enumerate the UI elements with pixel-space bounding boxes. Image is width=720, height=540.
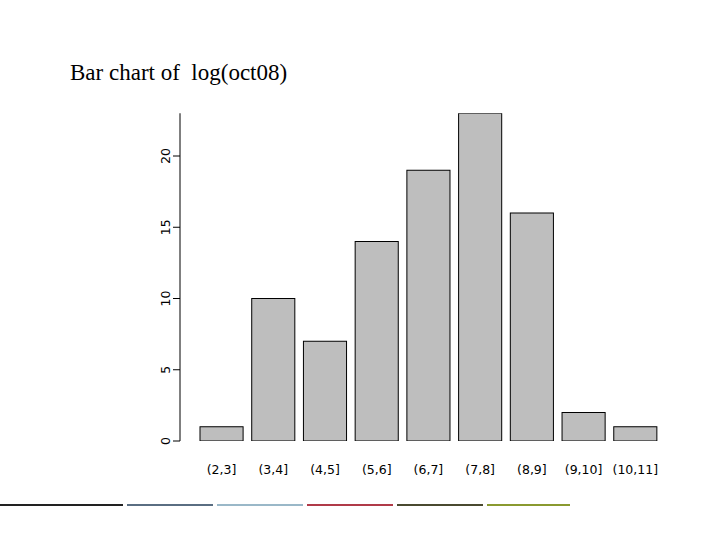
y-tick-label: 0	[158, 437, 173, 445]
y-tick	[173, 298, 180, 299]
decor-line	[217, 504, 303, 506]
x-tick-label: (5,6]	[362, 462, 392, 477]
title: Bar chart of log(oct08)	[70, 60, 287, 85]
x-tick-label: (8,9]	[517, 462, 547, 477]
decor-line	[397, 504, 483, 506]
bar	[407, 170, 450, 441]
bar	[252, 299, 295, 442]
decor-line	[307, 504, 393, 506]
bar	[303, 341, 346, 441]
decor-line	[127, 504, 213, 506]
bar	[355, 242, 398, 442]
bar	[562, 413, 605, 442]
x-tick-label: (2,3]	[207, 462, 237, 477]
y-tick	[173, 156, 180, 157]
x-tick-label: (4,5]	[310, 462, 340, 477]
x-tick-label: (7,8]	[465, 462, 495, 477]
y-tick-label: 20	[158, 148, 173, 164]
decor-line	[487, 504, 570, 506]
decor-line	[0, 504, 123, 506]
bar	[510, 213, 553, 441]
bar	[614, 427, 657, 441]
y-tick-label: 5	[158, 366, 173, 374]
y-tick-label: 10	[158, 291, 173, 307]
x-tick-label: (10,11]	[613, 462, 659, 477]
y-axis-line	[180, 113, 181, 441]
x-tick-label: (6,7]	[414, 462, 444, 477]
x-tick-label: (3,4]	[258, 462, 288, 477]
bar	[459, 113, 502, 441]
y-tick	[173, 369, 180, 370]
y-tick	[173, 441, 180, 442]
bar	[200, 427, 243, 441]
chart: Bar chart of log(oct08) (2,3] (3,4] (4,5] (5…	[0, 0, 720, 540]
y-tick-label: 15	[158, 219, 173, 235]
y-tick	[173, 227, 180, 228]
x-tick-label: (9,10]	[565, 462, 603, 477]
bars	[200, 113, 657, 441]
